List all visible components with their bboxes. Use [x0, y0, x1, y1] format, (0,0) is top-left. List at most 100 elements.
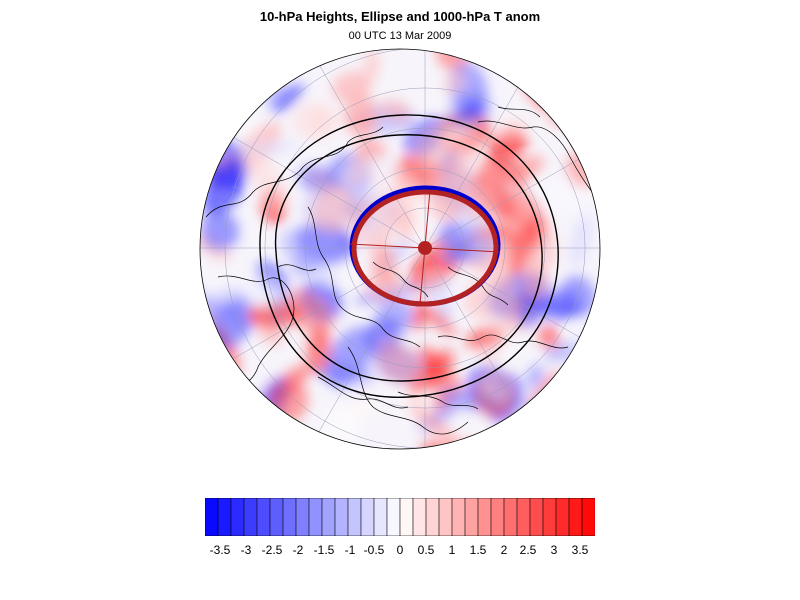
colorbar-bin: [347, 498, 362, 536]
colorbar-bin: [581, 498, 595, 536]
colorbar-tick: -3.5: [209, 543, 231, 557]
anomaly-patch: [224, 70, 240, 117]
anomaly-patch: [245, 49, 279, 76]
colorbar-bin: [425, 498, 440, 536]
anomaly-patch: [487, 128, 528, 165]
anomaly-patch: [207, 101, 239, 128]
anomaly-patch: [376, 339, 419, 385]
colorbar-tick: 0.5: [417, 543, 435, 557]
anomaly-patch: [285, 289, 333, 335]
anomaly-patch: [364, 49, 380, 81]
colorbar-tick: 2: [500, 543, 508, 557]
colorbar-bin: [282, 498, 297, 536]
anomaly-patch: [365, 271, 405, 302]
meridian-line: [424, 97, 600, 249]
anomaly-patch: [343, 93, 378, 136]
anomaly-patch: [200, 211, 239, 251]
colorbar-bin: [529, 498, 544, 536]
colorbar-tick-labels: -3.5 -3 -2.5 -2 -1.5 -1 -0.5 0 0.5 1 1.5…: [0, 543, 800, 559]
anomaly-patch: [200, 426, 237, 449]
anomaly-patch: [537, 49, 586, 63]
anomaly-patch: [533, 422, 555, 449]
colorbar-bin: [438, 498, 453, 536]
meridian-line: [424, 247, 576, 449]
anomaly-patch: [419, 276, 453, 301]
colorbar-bin: [399, 498, 414, 536]
colorbar-tick: 3: [550, 543, 558, 557]
anomaly-patch: [218, 387, 241, 407]
anomaly-patch: [302, 49, 318, 58]
colorbar-bin: [269, 498, 284, 536]
meridian-line: [274, 49, 426, 249]
anomaly-patch: [508, 155, 545, 181]
anomaly-patch: [488, 320, 506, 336]
anomaly-patch: [574, 379, 594, 408]
anomaly-patch: [209, 68, 274, 86]
anomaly-patch: [310, 184, 355, 234]
anomaly-patch: [414, 127, 481, 169]
ellipse-center-marker: [418, 241, 432, 255]
colorbar-bin: [464, 498, 479, 536]
chart-subtitle: 00 UTC 13 Mar 2009: [348, 30, 452, 42]
colorbar-bin: [412, 498, 427, 536]
colorbar-bin: [243, 498, 258, 536]
anomaly-patch: [325, 327, 374, 387]
colorbar-bin: [386, 498, 401, 536]
colorbar-tick: 0: [396, 543, 404, 557]
colorbar-bin: [205, 498, 219, 536]
anomaly-patch: [308, 105, 338, 137]
colorbar-tick: -2: [292, 543, 304, 557]
colorbar-tick: 1: [448, 543, 456, 557]
anomaly-patch: [243, 151, 290, 206]
coastlines: [205, 106, 597, 435]
vortex-ellipse: [349, 185, 501, 307]
anomaly-patch: [564, 379, 600, 417]
anomaly-patch: [371, 244, 397, 285]
colorbar-tick: 3.5: [571, 543, 589, 557]
10hpa-height-contours: [259, 114, 559, 398]
anomaly-patch: [271, 82, 304, 113]
anomaly-patch: [552, 49, 587, 79]
colorbar-bin: [516, 498, 531, 536]
colorbar-tick: -1: [344, 543, 356, 557]
colorbar-bin: [256, 498, 271, 536]
ellipse-outline: [351, 189, 499, 307]
colorbar-bin: [230, 498, 245, 536]
anomaly-patch: [443, 71, 466, 94]
colorbar-bin: [542, 498, 557, 536]
colorbar-bin: [217, 498, 232, 536]
colorbar-bin: [555, 498, 570, 536]
colorbar-tick: -1.5: [313, 543, 335, 557]
colorbar-bin: [334, 498, 349, 536]
anomaly-patch: [243, 275, 282, 308]
colorbar-bin: [308, 498, 323, 536]
chart-title: 10-hPa Heights, Ellipse and 1000-hPa T a…: [259, 9, 541, 24]
anomaly-patch: [315, 268, 335, 286]
anomaly-patch: [569, 214, 593, 268]
colorbar-tick: -3: [240, 543, 252, 557]
anomaly-patch: [523, 61, 576, 91]
anomaly-patch: [200, 426, 225, 449]
anomaly-patch: [409, 402, 459, 447]
colorbar-bin: [451, 498, 466, 536]
anomaly-patch: [200, 376, 219, 405]
anomaly-patch: [589, 443, 600, 449]
anomaly-patch: [538, 325, 560, 350]
colorbar-bin: [503, 498, 518, 536]
anomaly-patch: [496, 117, 531, 134]
colorbar-tick: 1.5: [469, 543, 487, 557]
anomaly-patch: [200, 369, 231, 411]
anomaly-patch: [291, 253, 317, 279]
colorbar-tick: -2.5: [261, 543, 283, 557]
colorbar-bin: [295, 498, 310, 536]
colorbar-bin: [477, 498, 492, 536]
colorbar-bin: [568, 498, 583, 536]
polar-stereographic-map: [199, 48, 601, 450]
colorbar-bin: [490, 498, 505, 536]
colorbar-tick: -0.5: [363, 543, 385, 557]
anomaly-patch: [200, 372, 225, 407]
anomaly-patch: [526, 363, 544, 390]
colorbar-bin: [373, 498, 388, 536]
anomaly-patch: [514, 419, 548, 447]
anomaly-patch: [248, 432, 293, 449]
